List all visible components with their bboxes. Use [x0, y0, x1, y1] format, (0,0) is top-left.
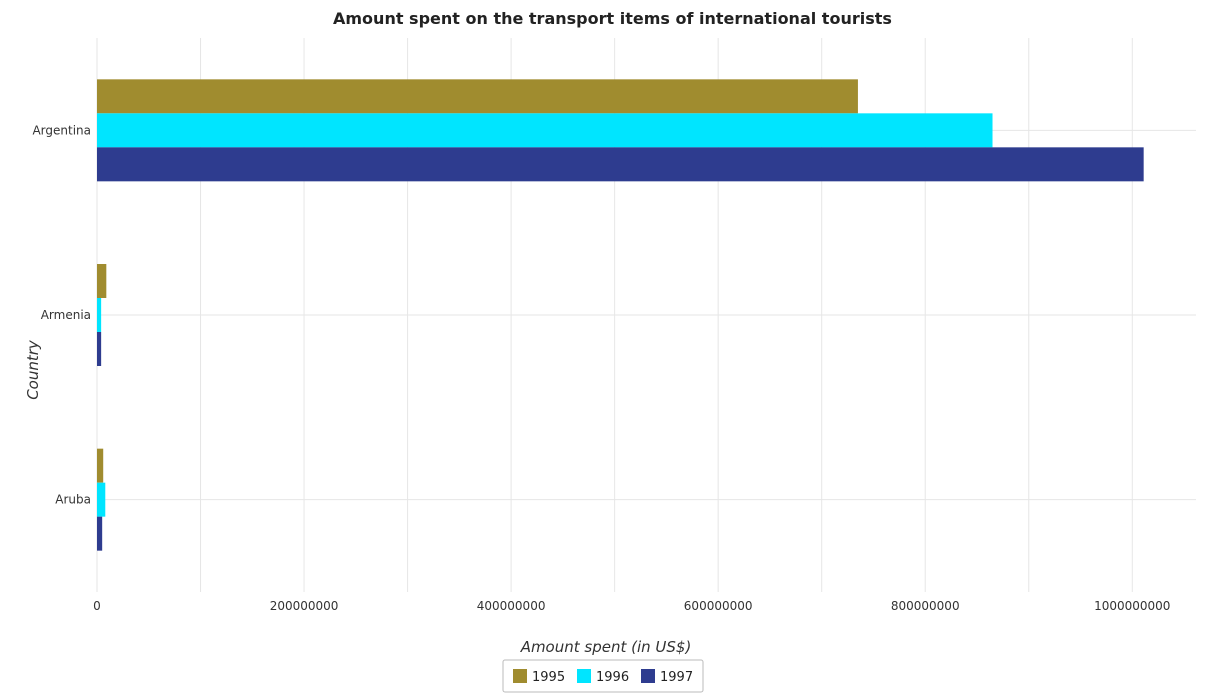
legend-swatch: [513, 669, 527, 683]
legend: 1995 1996 1997: [502, 659, 704, 693]
legend-label: 1996: [596, 670, 629, 685]
bar-1996-aruba: [97, 482, 106, 517]
legend-swatch: [641, 669, 655, 683]
bar-1995-argentina: [97, 79, 858, 114]
y-axis-label: Country: [24, 339, 42, 400]
legend-frame: [502, 659, 704, 693]
x-tick-label: 200000000: [270, 599, 339, 613]
legend-label: 1995: [532, 670, 565, 685]
x-tick-label: 1000000000: [1094, 599, 1170, 613]
x-tick-label: 600000000: [684, 599, 753, 613]
bar-1997-argentina: [97, 147, 1144, 182]
legend-swatch: [577, 669, 591, 683]
legend-label: 1997: [660, 670, 693, 685]
bars: [97, 79, 1144, 551]
y-tick-label: Armenia: [41, 308, 91, 322]
bar-1997-aruba: [97, 516, 103, 551]
chart-title: Amount spent on the transport items of i…: [333, 9, 892, 28]
x-axis-ticks: 0 200000000 400000000 600000000 800000000 100…: [93, 599, 1170, 613]
bar-1996-argentina: [97, 113, 993, 148]
x-axis-label: Amount spent (in US$): [520, 638, 692, 656]
bar-1995-aruba: [97, 448, 104, 483]
y-tick-label: Argentina: [32, 123, 91, 137]
bar-1997-armenia: [97, 332, 102, 366]
x-tick-label: 0: [93, 599, 101, 613]
y-tick-label: Aruba: [55, 493, 91, 507]
x-tick-label: 400000000: [477, 599, 546, 613]
x-tick-label: 800000000: [891, 599, 960, 613]
y-axis-ticks: Argentina Armenia Aruba: [32, 123, 91, 506]
bar-1996-armenia: [97, 298, 102, 332]
bar-1995-armenia: [97, 264, 107, 298]
